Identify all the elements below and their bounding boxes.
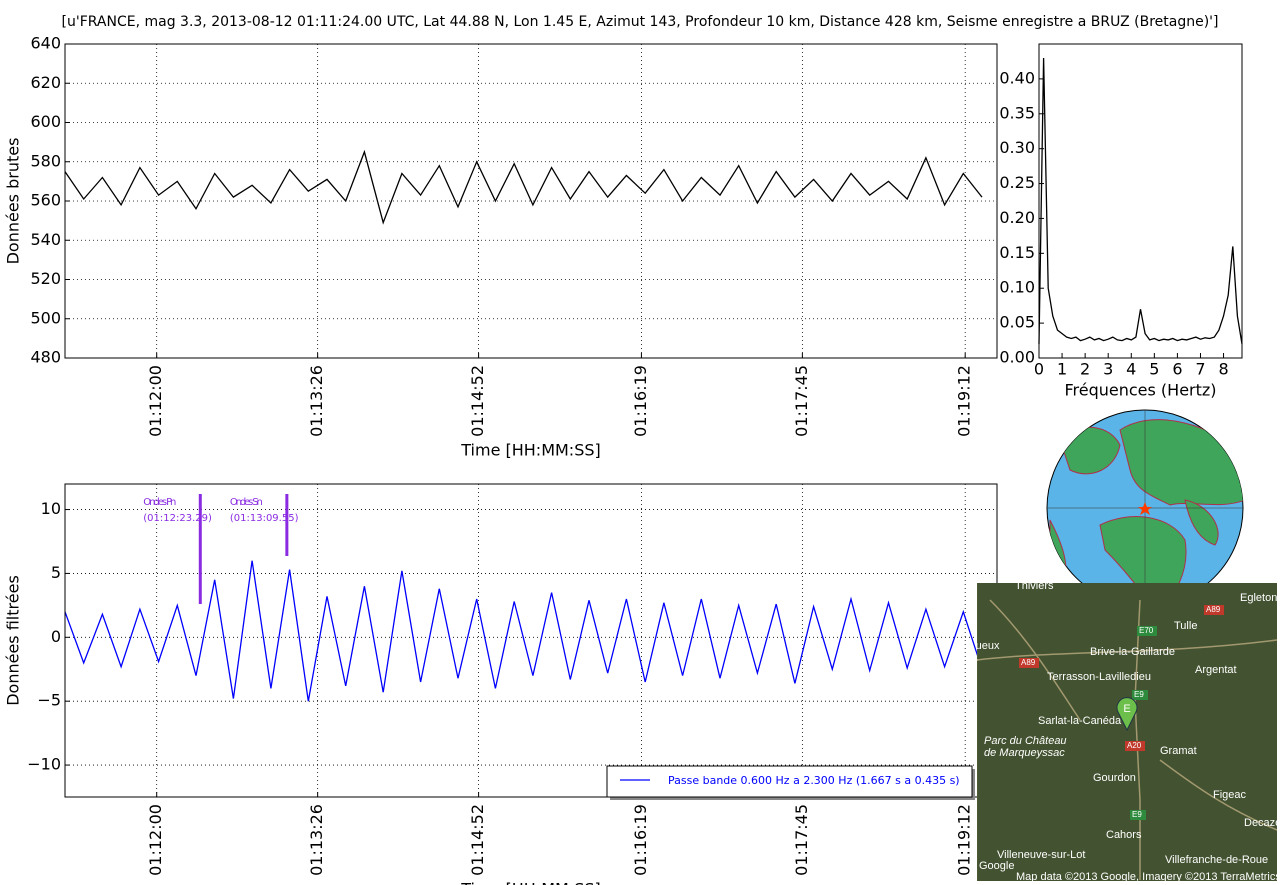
plot-frame bbox=[64, 483, 998, 798]
y-tick-label: 0 bbox=[51, 627, 61, 646]
map-place: Thiviers bbox=[1015, 580, 1054, 592]
legend-label: Passe bande 0.600 Hz a 2.300 Hz (1.667 s… bbox=[668, 774, 960, 787]
y-tick-label: 0.15 bbox=[999, 243, 1035, 262]
x-axis-label: Time [HH:MM:SS] bbox=[460, 880, 601, 885]
y-tick-label: −5 bbox=[37, 691, 61, 710]
annotation-text: Ondes Sn bbox=[230, 497, 263, 508]
x-tick-label: 01:16:19 bbox=[631, 365, 650, 437]
road-label: E9 bbox=[1134, 690, 1144, 699]
x-tick-label: 2 bbox=[1080, 360, 1090, 379]
y-tick-label: 0.30 bbox=[999, 138, 1035, 157]
data-line bbox=[64, 560, 983, 702]
y-tick-label: −10 bbox=[27, 755, 61, 774]
map-place: Argentat bbox=[1195, 664, 1237, 676]
x-tick-label: 01:17:45 bbox=[792, 365, 811, 437]
x-tick-label: 01:12:00 bbox=[146, 365, 165, 437]
chart-title: [u'FRANCE, mag 3.3, 2013-08-12 01:11:24.… bbox=[62, 14, 1219, 30]
map-place: Parc du Château bbox=[984, 735, 1067, 747]
map-place: Villeneuve-sur-Lot bbox=[997, 849, 1085, 861]
x-tick-label: 1 bbox=[1057, 360, 1067, 379]
x-tick-label: 0 bbox=[1034, 360, 1044, 379]
plot-frame bbox=[64, 43, 998, 359]
annotation-time: (01:12:23.29) bbox=[143, 513, 212, 524]
x-tick-label: 7 bbox=[1195, 360, 1205, 379]
y-tick-label: 0.05 bbox=[999, 313, 1035, 332]
x-tick-label: 3 bbox=[1103, 360, 1113, 379]
y-tick-label: 5 bbox=[51, 563, 61, 582]
y-tick-label: 640 bbox=[30, 34, 61, 53]
y-tick-label: 500 bbox=[30, 308, 61, 327]
map-place: Figeac bbox=[1213, 789, 1247, 801]
map-marker bbox=[1116, 697, 1138, 732]
map-place: Villefranche-de-Roue bbox=[1165, 854, 1268, 866]
y-tick-label: 0.35 bbox=[999, 103, 1035, 122]
y-tick-label: 540 bbox=[30, 230, 61, 249]
map-place: Egletons bbox=[1240, 592, 1280, 604]
map-place: de Marqueyssac bbox=[984, 747, 1065, 759]
y-tick-label: 560 bbox=[30, 191, 61, 210]
x-tick-label: 01:14:52 bbox=[468, 804, 487, 876]
y-tick-label: 0.25 bbox=[999, 173, 1035, 192]
y-tick-label: 580 bbox=[30, 151, 61, 170]
data-line bbox=[1038, 57, 1243, 345]
x-tick-label: 01:14:52 bbox=[468, 365, 487, 437]
map-place: Sarlat-la-Canéda bbox=[1038, 715, 1122, 727]
road-label: A89 bbox=[1206, 605, 1221, 614]
y-tick-label: 600 bbox=[30, 112, 61, 131]
map-marker-label: E bbox=[1123, 703, 1130, 715]
data-line bbox=[64, 149, 983, 225]
map-place: Gramat bbox=[1160, 745, 1197, 757]
road-label: E70 bbox=[1139, 626, 1154, 635]
x-tick-label: 01:19:12 bbox=[955, 365, 974, 437]
map-place: Tulle bbox=[1174, 620, 1197, 632]
globe bbox=[1046, 409, 1244, 607]
x-tick-label: 01:17:45 bbox=[792, 804, 811, 876]
x-tick-label: 01:13:26 bbox=[307, 365, 326, 437]
map-place: Brive-la-Gaillarde bbox=[1090, 646, 1175, 658]
y-tick-label: 0.00 bbox=[999, 348, 1035, 367]
map-logo: Google bbox=[979, 860, 1014, 872]
legend-box bbox=[606, 765, 973, 798]
road-label: A20 bbox=[1127, 741, 1142, 750]
y-tick-label: 10 bbox=[41, 499, 61, 518]
x-tick-label: 8 bbox=[1218, 360, 1228, 379]
x-tick-label: 4 bbox=[1126, 360, 1136, 379]
map-place: Cahors bbox=[1106, 829, 1142, 841]
x-tick-label: 01:19:12 bbox=[955, 804, 974, 876]
map-place: Périgueux bbox=[950, 640, 1000, 652]
map-place: Terrasson-Lavilledieu bbox=[1047, 671, 1151, 683]
annotation-text: Ondes Pn bbox=[143, 497, 176, 508]
y-tick-label: 620 bbox=[30, 73, 61, 92]
map-place: Decaze bbox=[1244, 817, 1280, 829]
x-tick-label: 5 bbox=[1149, 360, 1159, 379]
road-label: E9 bbox=[1132, 810, 1142, 819]
y-tick-label: 520 bbox=[30, 269, 61, 288]
y-tick-label: 0.20 bbox=[999, 208, 1035, 227]
map-place: Gourdon bbox=[1093, 772, 1136, 784]
annotation-time: (01:13:09.55) bbox=[230, 513, 299, 524]
x-axis-label: Fréquences (Hertz) bbox=[1064, 381, 1216, 400]
y-axis-label: Données brutes bbox=[4, 138, 23, 265]
map: Thiviers Egletons Tulle Périgueux Brive-… bbox=[950, 580, 1280, 883]
x-tick-label: 01:13:26 bbox=[307, 804, 326, 876]
x-tick-label: 01:12:00 bbox=[146, 804, 165, 876]
map-attribution: Map data ©2013 Google, Imagery ©2013 Ter… bbox=[1016, 871, 1280, 883]
y-axis-label: Données filtrées bbox=[4, 575, 23, 706]
plot-frame bbox=[1038, 43, 1243, 359]
x-tick-label: 6 bbox=[1172, 360, 1182, 379]
x-axis-label: Time [HH:MM:SS] bbox=[460, 441, 601, 460]
y-tick-label: 480 bbox=[30, 348, 61, 367]
y-tick-label: 0.10 bbox=[999, 278, 1035, 297]
x-tick-label: 01:16:19 bbox=[631, 804, 650, 876]
road-label: A89 bbox=[1021, 658, 1036, 667]
y-tick-label: 0.40 bbox=[999, 68, 1035, 87]
